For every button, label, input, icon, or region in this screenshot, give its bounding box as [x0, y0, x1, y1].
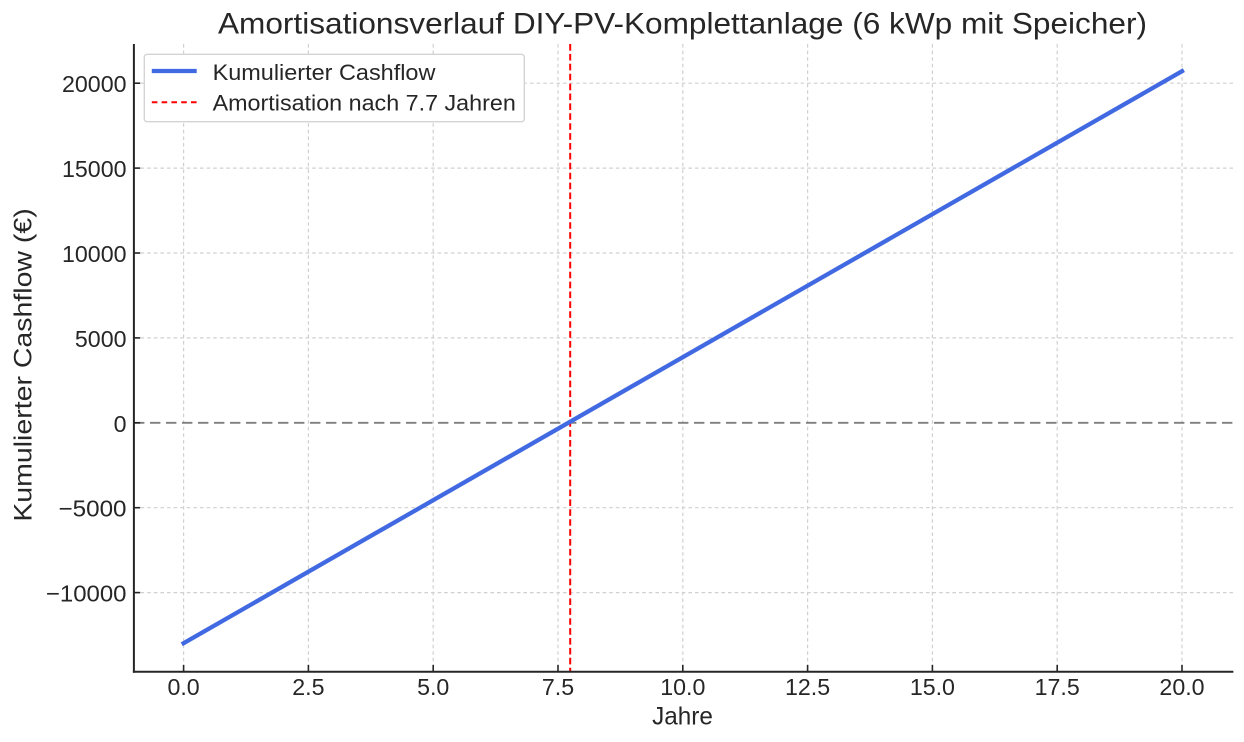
svg-text:7.5: 7.5 — [542, 674, 574, 700]
svg-text:5000: 5000 — [75, 326, 127, 352]
svg-text:20000: 20000 — [62, 71, 126, 97]
svg-text:15.0: 15.0 — [910, 674, 955, 700]
svg-text:Kumulierter Cashflow: Kumulierter Cashflow — [213, 60, 437, 85]
svg-text:Amortisationsverlauf DIY-PV-Ko: Amortisationsverlauf DIY-PV-Komplettanla… — [218, 7, 1147, 40]
svg-text:17.5: 17.5 — [1035, 674, 1080, 700]
svg-text:10.0: 10.0 — [660, 674, 705, 700]
svg-text:−5000: −5000 — [59, 496, 127, 522]
svg-text:0.0: 0.0 — [167, 674, 199, 700]
svg-text:12.5: 12.5 — [785, 674, 830, 700]
svg-text:5.0: 5.0 — [417, 674, 449, 700]
svg-text:Kumulierter Cashflow (€): Kumulierter Cashflow (€) — [10, 208, 38, 521]
svg-text:2.5: 2.5 — [292, 674, 324, 700]
svg-text:15000: 15000 — [62, 156, 126, 182]
svg-text:20.0: 20.0 — [1159, 674, 1204, 700]
svg-text:10000: 10000 — [62, 241, 126, 267]
svg-text:Amortisation nach 7.7 Jahren: Amortisation nach 7.7 Jahren — [213, 91, 516, 116]
svg-text:Jahre: Jahre — [652, 703, 713, 731]
svg-text:0: 0 — [114, 411, 127, 437]
svg-text:−10000: −10000 — [46, 581, 127, 607]
